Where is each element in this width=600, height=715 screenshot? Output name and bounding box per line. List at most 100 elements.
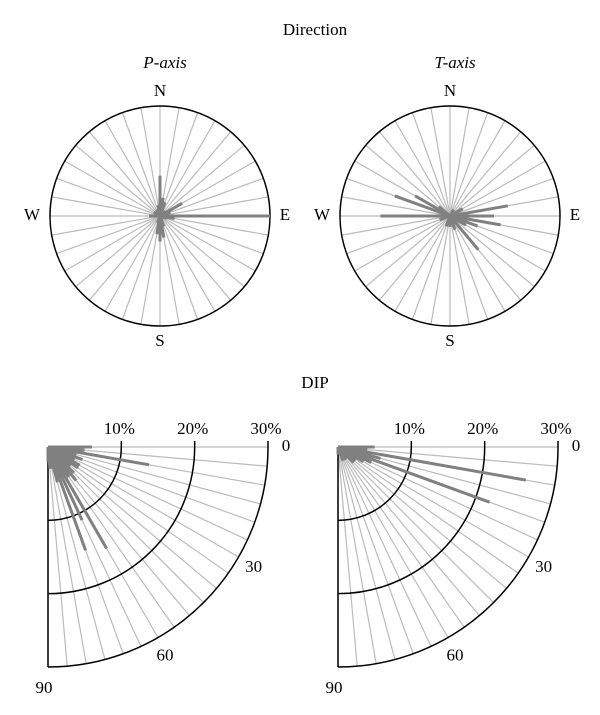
ring [337, 446, 486, 595]
spoke [365, 144, 451, 217]
theta-tick-label: 0 [572, 436, 581, 455]
spoke [159, 131, 232, 217]
spoke [337, 446, 529, 558]
spoke [337, 446, 414, 654]
spoke [341, 196, 451, 217]
spoke [88, 215, 161, 301]
spoke [121, 215, 161, 320]
spoke [337, 446, 449, 638]
spoke [47, 446, 217, 589]
compass-label: W [314, 205, 331, 224]
compass-label: E [570, 205, 580, 224]
spoke [337, 446, 432, 647]
r-tick-label: 30% [540, 419, 571, 438]
ring [47, 446, 269, 668]
spoke [449, 215, 506, 312]
spoke [337, 446, 465, 628]
spoke [51, 215, 161, 236]
compass-label: W [24, 205, 41, 224]
bar [394, 194, 451, 218]
spoke [337, 446, 396, 660]
spoke [56, 177, 161, 217]
spoke [75, 215, 161, 288]
spoke [159, 215, 264, 255]
chart-title: P-axis [142, 53, 187, 72]
r-tick-label: 10% [104, 419, 135, 438]
spoke [341, 215, 451, 236]
spoke [159, 215, 245, 288]
spoke [140, 107, 161, 217]
spoke [411, 112, 451, 217]
compass-label: N [154, 81, 166, 100]
spoke [394, 215, 451, 312]
compass-label: N [444, 81, 456, 100]
spoke [449, 160, 546, 217]
spoke [449, 144, 535, 217]
bar [448, 215, 480, 251]
theta-tick-label: 90 [326, 678, 343, 697]
r-tick-label: 10% [394, 419, 425, 438]
theta-tick-label: 60 [447, 645, 464, 664]
spoke [449, 131, 522, 217]
spoke [337, 446, 377, 664]
bar [156, 204, 162, 217]
compass-label: S [445, 331, 454, 350]
ring [337, 446, 559, 668]
chart-title: T-axis [434, 53, 476, 72]
spoke [159, 215, 232, 301]
theta-tick-label: 60 [157, 645, 174, 664]
theta-tick-label: 30 [245, 557, 262, 576]
bar [46, 446, 88, 551]
spoke [430, 107, 451, 217]
bar [337, 445, 527, 482]
theta-tick-label: 30 [535, 557, 552, 576]
spoke [121, 112, 161, 217]
spoke [75, 144, 161, 217]
spoke [159, 112, 199, 217]
spoke [337, 446, 507, 589]
spoke [346, 215, 451, 255]
spoke [159, 120, 216, 217]
spoke [449, 215, 470, 325]
spoke [104, 120, 161, 217]
spoke [449, 107, 470, 217]
spoke [337, 446, 358, 667]
compass-label: E [280, 205, 290, 224]
spoke [64, 160, 161, 217]
spoke [159, 215, 199, 320]
spoke [51, 196, 161, 217]
spoke [64, 215, 161, 272]
spoke [47, 446, 261, 505]
ring [47, 446, 196, 595]
spoke [378, 215, 451, 301]
spoke [56, 215, 161, 255]
spoke [449, 215, 535, 288]
r-tick-label: 30% [250, 419, 281, 438]
heading: Direction [283, 20, 348, 39]
outer-ring [339, 105, 561, 327]
spoke [411, 215, 451, 320]
r-tick-label: 20% [177, 419, 208, 438]
theta-tick-label: 90 [36, 678, 53, 697]
spoke [104, 215, 161, 312]
r-tick-label: 20% [467, 419, 498, 438]
bar [337, 445, 491, 504]
spoke [88, 131, 161, 217]
bar [437, 205, 451, 218]
spoke [337, 446, 494, 603]
bar [46, 446, 108, 550]
spoke [378, 131, 451, 217]
spoke [47, 446, 68, 667]
spoke [159, 177, 264, 217]
heading: DIP [301, 373, 328, 392]
spoke [354, 215, 451, 272]
compass-label: S [155, 331, 164, 350]
ring [337, 446, 413, 522]
spoke [47, 446, 248, 541]
spoke [449, 120, 506, 217]
spoke [159, 215, 216, 312]
ring [47, 446, 123, 522]
spoke [394, 120, 451, 217]
spoke [449, 177, 554, 217]
